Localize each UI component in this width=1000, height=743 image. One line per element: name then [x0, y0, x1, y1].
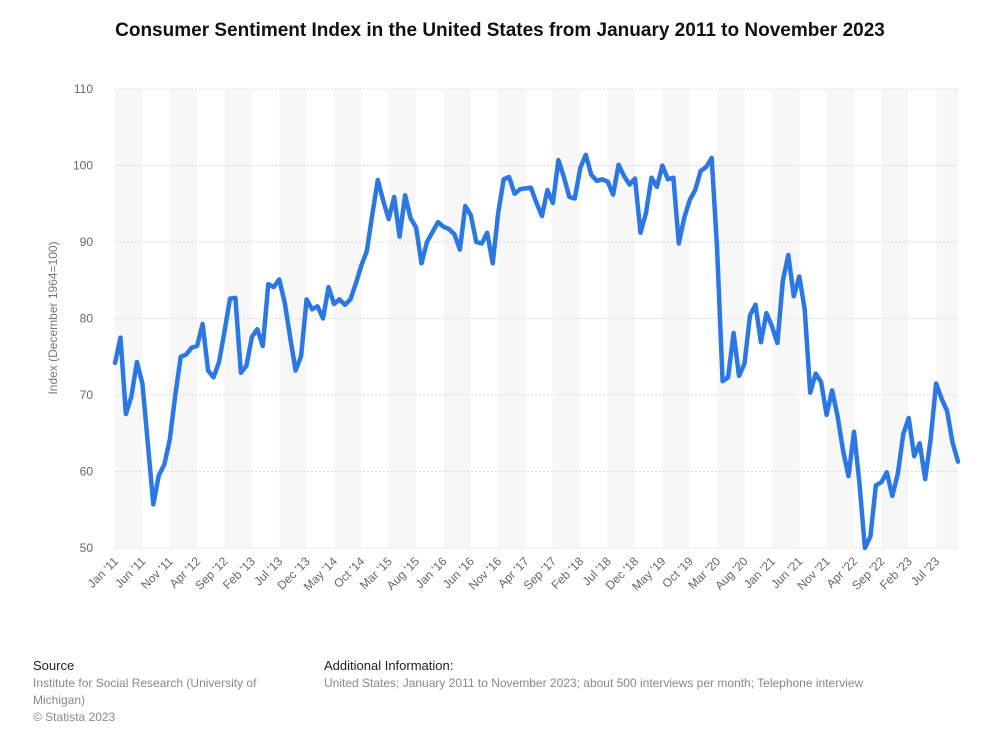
series-line — [112, 152, 961, 551]
source-line-2: Michigan) — [33, 693, 86, 707]
y-axis-ticks: 50 60 70 80 90 100 110 — [73, 82, 93, 555]
y-axis-label: Index (December 1964=100) — [46, 241, 60, 394]
source-block: Source Institute for Social Research (Un… — [33, 657, 293, 726]
y-tick-label: 60 — [80, 465, 94, 479]
y-tick-label: 70 — [80, 388, 94, 402]
source-line-1: Institute for Social Research (Universit… — [33, 676, 257, 690]
info-text: United States; January 2011 to November … — [324, 676, 864, 690]
gridlines — [115, 88, 958, 549]
additional-info-block: Additional Information: United States; J… — [324, 657, 964, 692]
x-tick-label: Jul '23 — [908, 554, 942, 588]
source-heading: Source — [33, 658, 75, 673]
y-tick-label: 100 — [73, 159, 93, 173]
chart-title: Consumer Sentiment Index in the United S… — [115, 20, 885, 41]
y-tick-label: 90 — [80, 235, 94, 249]
info-heading: Additional Information: — [324, 658, 454, 673]
y-tick-label: 110 — [74, 82, 93, 96]
copyright: © Statista 2023 — [33, 710, 116, 724]
y-tick-label: 80 — [80, 312, 94, 326]
y-tick-label: 50 — [80, 541, 94, 555]
